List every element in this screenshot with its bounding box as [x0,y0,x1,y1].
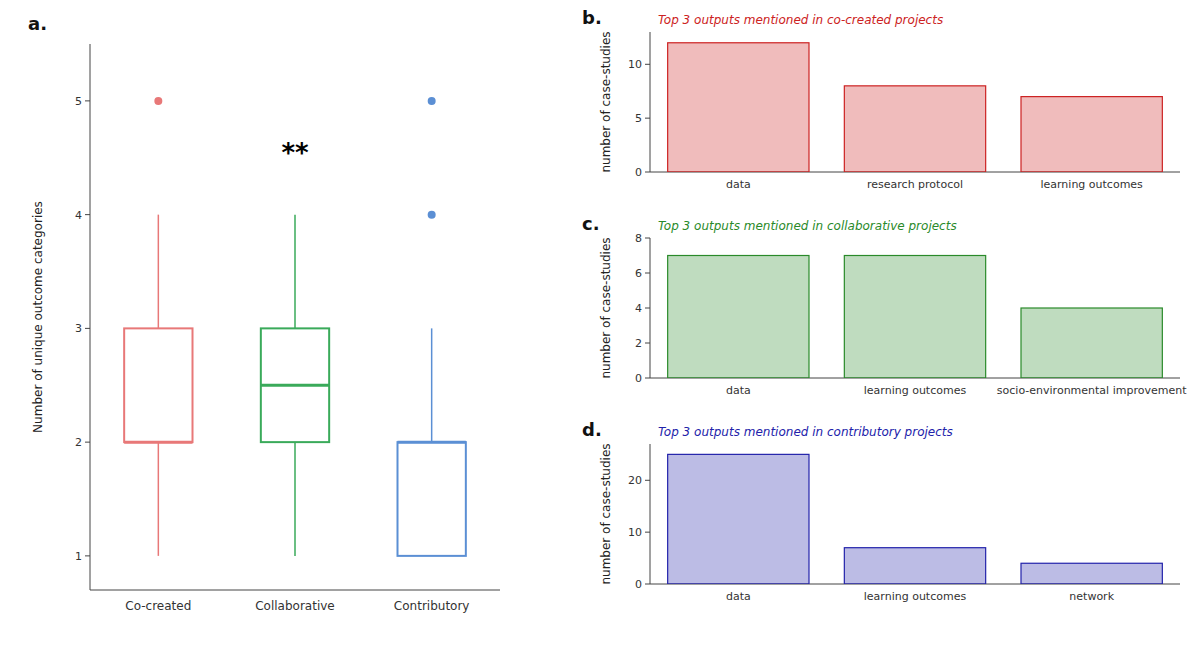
bar [1021,308,1162,378]
y-axis-label: number of case-studies [599,237,613,378]
bar [844,256,985,379]
panel-label: c. [582,213,600,234]
annotation: ** [281,138,309,168]
bar [844,86,985,172]
bar [1021,97,1162,172]
y-tick-label: 4 [75,209,82,222]
bar [844,548,985,584]
y-tick [645,532,650,533]
whisker-high [294,215,296,329]
panel-label: b. [582,7,602,28]
box [398,442,466,556]
y-axis-line [650,32,651,172]
y-tick [85,100,90,101]
y-tick-label: 0 [635,372,642,385]
bar-panel: c. Top 3 outputs mentioned in collaborati… [582,213,1187,397]
y-tick-label: 10 [628,58,642,71]
whisker-high [158,215,160,329]
y-tick-label: 6 [635,267,642,280]
y-tick [645,480,650,481]
box [124,328,192,442]
y-tick [645,172,650,173]
median [398,441,466,444]
title: Top 3 outputs mentioned in collaborative… [658,219,957,233]
y-tick-label: 8 [635,232,642,245]
x-tick-label: data [726,590,751,603]
median [124,441,192,444]
y-axis-line [650,444,651,584]
panel-label: d. [582,419,602,440]
x-tick-label: Contributory [394,599,470,613]
x-tick-label: data [726,384,751,397]
x-tick-label: learning outcomes [1040,178,1143,191]
y-tick [645,343,650,344]
y-tick-label: 1 [75,550,82,563]
y-axis-line [90,44,91,590]
y-tick [85,328,90,329]
x-tick-label: Collaborative [255,599,335,613]
bar-panel: b. Top 3 outputs mentioned in co-created … [582,7,1180,191]
y-tick-label: 2 [75,436,82,449]
whisker-high [431,328,433,442]
y-tick-label: 10 [628,526,642,539]
whisker-low [294,442,296,556]
x-tick-label: learning outcomes [864,590,967,603]
y-tick-label: 3 [75,322,82,335]
y-tick [645,308,650,309]
x-tick-label: research protocol [867,178,963,191]
panel-label: a. [28,13,47,34]
median [261,384,329,387]
bar [668,454,809,584]
y-tick [85,555,90,556]
y-tick [645,118,650,119]
plot-area [668,43,1163,172]
x-tick-label: socio-environmental improvement [997,384,1187,397]
bar-panel: d. Top 3 outputs mentioned in contributor… [582,419,1180,603]
outlier [154,97,162,105]
y-tick-label: 2 [635,337,642,350]
y-tick [645,238,650,239]
y-tick-label: 5 [75,95,82,108]
plot-area [124,97,466,556]
x-tick-label: Co-created [125,599,191,613]
y-tick-label: 0 [635,166,642,179]
y-tick [645,584,650,585]
y-axis-label: number of case-studies [599,31,613,172]
bar [668,256,809,379]
plot-area [668,454,1163,584]
y-tick [645,378,650,379]
y-tick [85,214,90,215]
y-tick [645,273,650,274]
y-tick-label: 4 [635,302,642,315]
x-tick-label: network [1069,590,1114,603]
box-panel: a. 1 2 3 4 5 Number of unique outcome categori… [28,13,500,613]
figure: a. 1 2 3 4 5 Number of unique outcome categori… [0,0,1200,646]
y-tick [645,64,650,65]
y-axis-label: number of case-studies [599,443,613,584]
title: Top 3 outputs mentioned in contributory … [658,425,953,439]
bar [1021,563,1162,584]
y-tick-label: 20 [628,474,642,487]
bar [668,43,809,172]
whisker-low [158,442,160,556]
y-tick-label: 5 [635,112,642,125]
plot-area [668,256,1163,379]
y-tick-label: 0 [635,578,642,591]
y-tick [85,442,90,443]
outlier [428,211,436,219]
x-tick-label: learning outcomes [864,384,967,397]
outlier [428,97,436,105]
title: Top 3 outputs mentioned in co-created pr… [658,13,943,27]
y-axis-label: Number of unique outcome categories [31,201,45,433]
x-axis-line [90,590,500,591]
x-tick-label: data [726,178,751,191]
box [261,328,329,442]
